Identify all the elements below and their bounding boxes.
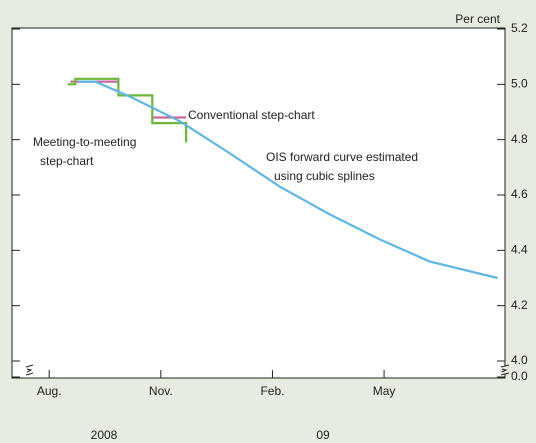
- x-tick-label: Feb.: [260, 384, 284, 398]
- x-tick-label: Nov.: [149, 384, 173, 398]
- year-label: 2008: [91, 428, 118, 442]
- y-tick-label: 5.0: [511, 77, 528, 91]
- y-axis-label: Per cent: [455, 12, 500, 26]
- y-tick-label: 4.4: [511, 243, 528, 257]
- y-tick-label: 4.6: [511, 187, 528, 201]
- x-tick-label: May: [373, 384, 396, 398]
- y-tick-label: 0.0: [511, 369, 528, 383]
- axis-break: [25, 364, 510, 376]
- y-tick-label: 4.2: [511, 298, 528, 312]
- y-tick-label: 4.0: [511, 353, 528, 367]
- annotation: Meeting-to-meeting: [33, 135, 136, 149]
- y-tick-label: 4.8: [511, 132, 528, 146]
- series-line: [67, 77, 188, 143]
- series-line: [78, 80, 498, 280]
- y-tick-label: 5.2: [511, 21, 528, 35]
- plot-area: [11, 27, 506, 379]
- x-tick-label: Aug.: [37, 384, 62, 398]
- annotation: OIS forward curve estimated: [266, 150, 418, 164]
- annotation: step-chart: [40, 154, 94, 168]
- annotation: using cubic splines: [274, 169, 375, 183]
- annotation: Conventional step-chart: [188, 108, 315, 122]
- year-label: 09: [316, 428, 330, 442]
